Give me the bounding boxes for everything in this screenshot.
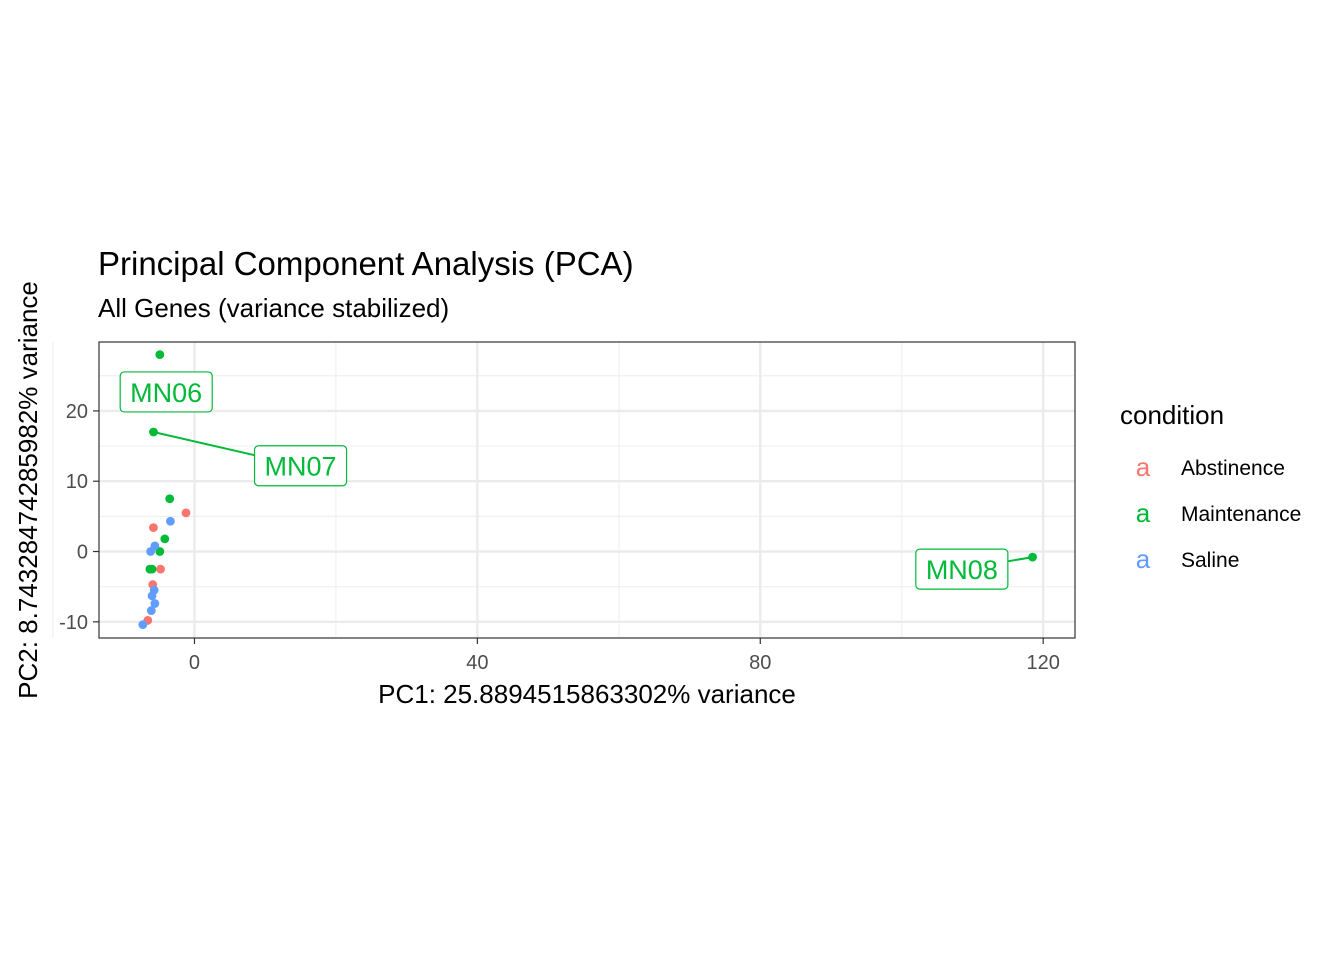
annotation-connector [153,431,255,457]
annotation-label-text: MN08 [926,555,998,585]
annotation-label-box [119,371,213,413]
legend-label: Maintenance [1181,503,1301,526]
x-tick-label: 0 [189,652,200,674]
annotation-label-text: MN06 [130,378,202,408]
chart-title: Principal Component Analysis (PCA) [98,245,634,282]
data-point [166,516,175,526]
y-axis: -10 0 10 20 [59,401,99,634]
legend-title: condition [1120,400,1224,430]
x-tick-label: 120 [1026,652,1059,674]
y-tick-label: -10 [59,612,88,634]
x-tick-label: 40 [466,652,488,674]
data-point [1028,552,1037,562]
chart-subtitle: All Genes (variance stabilized) [98,293,449,323]
x-axis-title: PC1: 25.8894515863302% variance [378,679,796,709]
legend-label: Saline [1181,549,1239,572]
data-point [156,564,165,574]
data-point [149,427,158,437]
annotation-label-text: MN07 [265,452,337,482]
data-point [146,606,156,615]
x-axis: 0 40 80 120 [189,638,1060,674]
annotation-labels: MN06 MN07 MN08 [119,371,1009,590]
legend-key-glyph: a [1136,498,1151,528]
plot-panel: MN06 MN07 MN08 [52,341,1076,639]
legend-label: Abstinence [1181,457,1285,480]
y-tick-label: 20 [66,401,88,423]
legend: condition a Abstinence a Maintenance a Saline [1120,400,1301,574]
data-point [165,494,175,504]
data-point [150,599,160,608]
data-point [147,591,157,601]
data-point [146,547,156,556]
x-tick-label: 80 [749,652,771,674]
legend-key-glyph: a [1136,452,1151,482]
annotation-label-box [253,445,348,487]
data-point [181,508,191,518]
legend-key-glyph: a [1136,544,1151,574]
panel-border [98,341,1076,639]
data-point [155,350,165,360]
data-point [149,523,158,533]
annotation-label-box [915,548,1009,590]
data-point [160,534,170,544]
data-points [138,350,1037,630]
y-tick-label: 0 [77,542,88,564]
legend-entries: a Abstinence a Maintenance a Saline [1136,452,1301,574]
y-tick-label: 10 [66,471,88,493]
data-point [138,620,148,630]
y-axis-title: PC2: 8.74328474285982% variance [13,281,43,699]
panel-background [99,342,1075,638]
data-point [147,564,157,574]
